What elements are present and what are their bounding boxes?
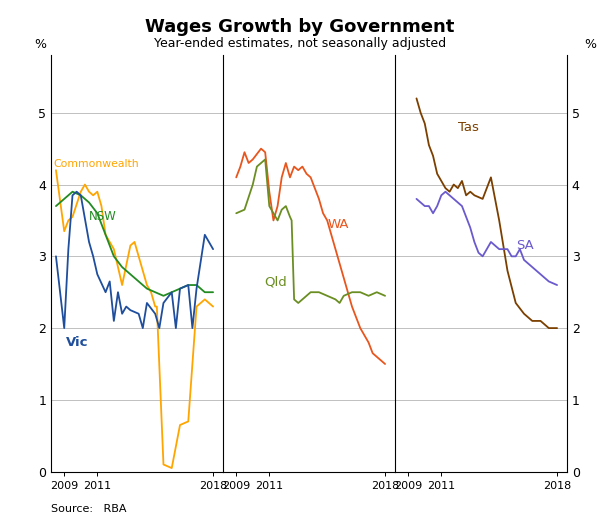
Text: NSW: NSW: [89, 210, 117, 223]
Text: Commonwealth: Commonwealth: [53, 159, 139, 169]
Text: WA: WA: [327, 218, 349, 231]
Text: Year-ended estimates, not seasonally adjusted: Year-ended estimates, not seasonally adj…: [154, 37, 446, 50]
Text: %: %: [584, 38, 596, 51]
Text: Qld: Qld: [265, 275, 287, 288]
Text: Tas: Tas: [458, 121, 479, 134]
Text: SA: SA: [516, 239, 533, 252]
Text: %: %: [34, 38, 46, 51]
Text: Source:   RBA: Source: RBA: [51, 504, 127, 514]
Text: Wages Growth by Government: Wages Growth by Government: [145, 18, 455, 36]
Text: Vic: Vic: [66, 336, 88, 349]
